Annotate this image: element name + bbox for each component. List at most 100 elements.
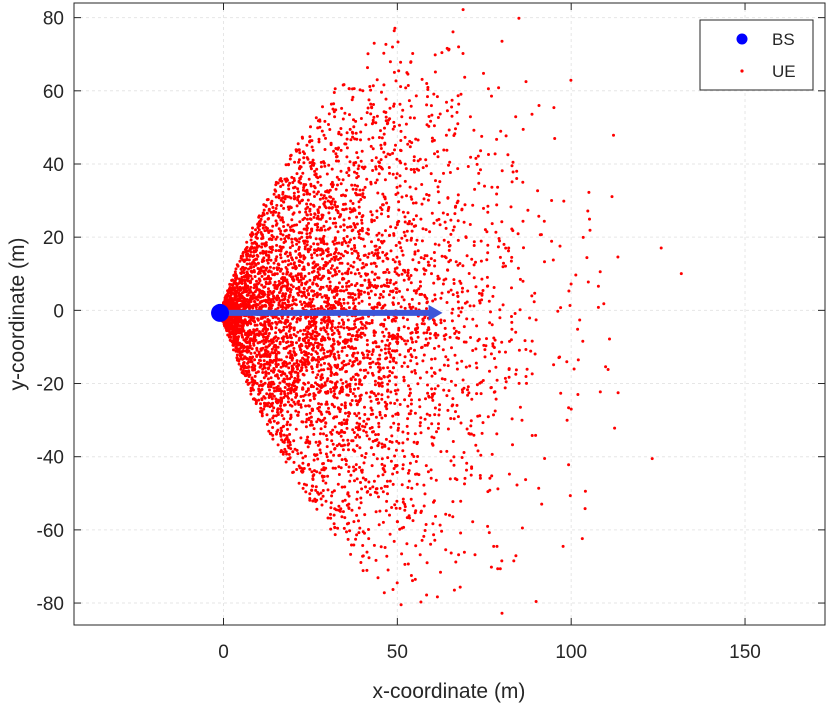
ue-point — [349, 128, 352, 131]
ue-point — [320, 193, 323, 196]
ue-point — [651, 457, 654, 460]
ue-point — [421, 322, 424, 325]
ue-point — [312, 473, 315, 476]
ue-point — [282, 329, 285, 332]
ue-point — [279, 219, 282, 222]
ue-point — [356, 351, 359, 354]
ue-point — [334, 447, 337, 450]
ue-point — [358, 395, 361, 398]
ue-point — [508, 473, 511, 476]
ue-point — [392, 128, 395, 131]
ue-point — [487, 153, 490, 156]
ue-point — [340, 182, 343, 185]
ue-point — [395, 392, 398, 395]
ue-point — [242, 266, 245, 269]
ue-point — [347, 503, 350, 506]
ue-point — [439, 450, 442, 453]
ue-point — [407, 269, 410, 272]
ue-point — [439, 571, 442, 574]
ue-point — [272, 291, 275, 294]
ue-point — [381, 385, 384, 388]
ue-point — [315, 168, 318, 171]
ue-point — [347, 538, 350, 541]
ue-point — [307, 262, 310, 265]
ue-point — [251, 277, 254, 280]
ue-point — [392, 366, 395, 369]
ue-point — [342, 203, 345, 206]
ue-point — [267, 217, 270, 220]
ue-point — [290, 398, 293, 401]
ue-point — [261, 329, 264, 332]
ue-point — [374, 249, 377, 252]
ue-point — [301, 218, 304, 221]
ue-point — [305, 232, 308, 235]
ue-point — [419, 285, 422, 288]
ue-point — [469, 424, 472, 427]
ue-point — [386, 281, 389, 284]
ue-point — [411, 331, 414, 334]
ue-point — [480, 260, 483, 263]
ue-point — [282, 225, 285, 228]
ue-point — [249, 316, 252, 319]
ue-point — [410, 274, 413, 277]
ue-point — [362, 530, 365, 533]
ue-point — [270, 259, 273, 262]
ue-point — [291, 181, 294, 184]
ue-point — [370, 391, 373, 394]
ue-point — [559, 245, 562, 248]
ue-point — [287, 384, 290, 387]
ue-point — [300, 199, 303, 202]
ue-point — [436, 595, 439, 598]
ue-point — [302, 193, 305, 196]
ue-point — [466, 428, 469, 431]
ue-point — [340, 305, 343, 308]
ue-point — [287, 366, 290, 369]
ue-point — [273, 420, 276, 423]
ue-point — [355, 514, 358, 517]
ue-point — [395, 500, 398, 503]
ue-point — [266, 295, 269, 298]
ue-point — [531, 340, 534, 343]
ue-point — [364, 123, 367, 126]
ue-point — [296, 187, 299, 190]
ue-point — [346, 131, 349, 134]
ue-point — [383, 318, 386, 321]
ue-point — [447, 428, 450, 431]
ue-point — [409, 462, 412, 465]
ue-point — [354, 538, 357, 541]
ue-point — [500, 559, 503, 562]
ue-point — [391, 301, 394, 304]
ue-point — [262, 224, 265, 227]
ue-point — [434, 71, 437, 74]
ue-point — [228, 283, 231, 286]
ue-point — [416, 362, 419, 365]
ue-point — [268, 420, 271, 423]
ue-point — [271, 438, 274, 441]
ue-point — [281, 292, 284, 295]
ue-point — [363, 245, 366, 248]
ue-point — [387, 396, 390, 399]
ue-point — [438, 244, 441, 247]
ue-point — [307, 339, 310, 342]
ue-point — [535, 600, 538, 603]
ue-point — [287, 259, 290, 262]
ue-point — [334, 533, 337, 536]
ue-point — [394, 389, 397, 392]
ue-point — [428, 414, 431, 417]
ue-point — [245, 341, 248, 344]
ue-point — [451, 515, 454, 518]
ue-point — [582, 236, 585, 239]
ue-point — [349, 553, 352, 556]
ue-point — [320, 413, 323, 416]
ue-point — [312, 330, 315, 333]
ue-point — [500, 220, 503, 223]
ue-point — [342, 298, 345, 301]
ue-point — [363, 513, 366, 516]
ue-point — [269, 359, 272, 362]
ue-point — [291, 225, 294, 228]
ue-point — [447, 364, 450, 367]
ue-point — [255, 347, 258, 350]
ue-point — [425, 82, 428, 85]
ue-point — [410, 574, 413, 577]
ue-point — [415, 460, 418, 463]
